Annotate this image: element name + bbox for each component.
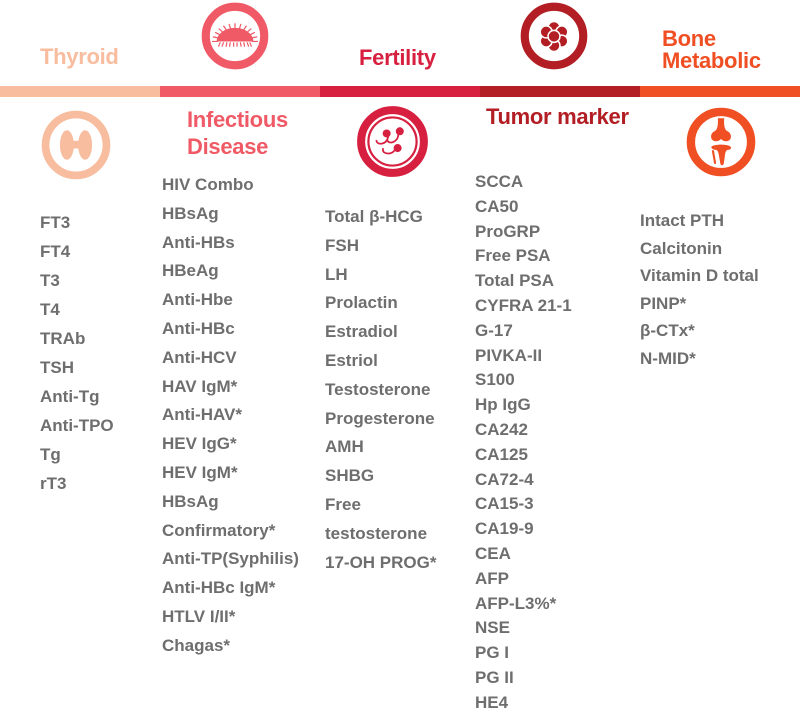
bone-metabolic-test-list: Intact PTH Calcitonin Vitamin D total PINP*… bbox=[640, 207, 759, 372]
test-item: PIVKA-II bbox=[475, 345, 543, 365]
test-item: LH bbox=[325, 264, 348, 284]
test-item: HTLV I/II* bbox=[162, 606, 236, 626]
test-item: CA72-4 bbox=[475, 469, 534, 489]
test-item: Confirmatory* bbox=[162, 520, 276, 540]
test-item: Intact PTH bbox=[640, 211, 725, 230]
test-item: Anti-HAV* bbox=[162, 405, 242, 425]
test-item: Anti-HBc IgM* bbox=[162, 578, 276, 598]
thyroid-gland-icon bbox=[41, 110, 111, 180]
bar-segment-bone bbox=[640, 86, 800, 97]
fertility-test-list: Total β-HCG FSH LH Prolactin Estradiol Estrio… bbox=[325, 203, 436, 577]
test-item: FT4 bbox=[40, 242, 71, 261]
test-item: Chagas* bbox=[162, 635, 231, 655]
test-item: CA50 bbox=[475, 196, 519, 216]
test-item: SCCA bbox=[475, 172, 524, 191]
test-item: PINP* bbox=[640, 293, 687, 313]
bar-segment-fertility bbox=[320, 86, 480, 97]
tumor-marker-title: Tumor marker bbox=[486, 104, 629, 129]
test-item: CYFRA 21-1 bbox=[475, 295, 572, 315]
test-item: ProGRP bbox=[475, 221, 541, 241]
test-item: Calcitonin bbox=[640, 238, 723, 258]
test-item: PG I bbox=[475, 643, 510, 663]
bar-segment-thyroid bbox=[0, 86, 160, 97]
test-item: Anti-HBc bbox=[162, 318, 235, 338]
bar-segment-tumor bbox=[480, 86, 640, 97]
test-item: HBeAg bbox=[162, 261, 219, 281]
test-item: Progesterone bbox=[325, 408, 435, 428]
test-item: S100 bbox=[475, 370, 515, 390]
test-item: Testosterone bbox=[325, 379, 431, 399]
test-item: HBsAg bbox=[162, 491, 219, 511]
test-item: β-CTx* bbox=[640, 321, 695, 340]
test-item: Estradiol bbox=[325, 322, 398, 342]
test-item: Estriol bbox=[325, 350, 378, 370]
thyroid-title: Thyroid bbox=[40, 44, 119, 69]
test-item: Tg bbox=[40, 445, 61, 464]
test-item: Prolactin bbox=[325, 293, 398, 313]
sperm-cells-icon bbox=[356, 105, 429, 178]
bone-joint-icon bbox=[686, 107, 756, 177]
infectious-disease-title: Infectious Disease bbox=[187, 107, 288, 159]
category-gradient-bar bbox=[0, 86, 800, 97]
test-item: testosterone bbox=[325, 523, 428, 543]
test-item: Anti-Hbe bbox=[162, 290, 233, 310]
test-item: Total β-HCG bbox=[325, 207, 423, 226]
test-item: Total PSA bbox=[475, 271, 555, 291]
test-item: rT3 bbox=[40, 474, 67, 493]
bar-segment-infectious bbox=[160, 86, 320, 97]
test-item: NSE bbox=[475, 618, 510, 638]
bacterium-icon bbox=[201, 2, 269, 70]
test-item: AFP bbox=[475, 568, 509, 588]
test-item: HEV IgM* bbox=[162, 462, 238, 482]
test-item: TRAb bbox=[40, 329, 86, 348]
test-item: HEV IgG* bbox=[162, 434, 237, 454]
tumor-marker-test-list: SCCA CA50 ProGRP Free PSA Total PSA CYFRA 21-… bbox=[475, 170, 572, 716]
test-item: Hp IgG bbox=[475, 395, 531, 415]
test-item: Anti-HCV bbox=[162, 347, 237, 367]
test-item: FSH bbox=[325, 235, 359, 255]
fertility-title: Fertility bbox=[359, 45, 436, 70]
test-item: Vitamin D total bbox=[640, 266, 759, 285]
test-item: TSH bbox=[40, 358, 74, 377]
test-item: CA242 bbox=[475, 419, 528, 439]
test-item: Anti-Tg bbox=[40, 387, 100, 406]
test-item: CA19-9 bbox=[475, 519, 534, 539]
test-item: SHBG bbox=[325, 466, 375, 486]
test-item: Free bbox=[325, 494, 361, 514]
test-item: HBsAg bbox=[162, 203, 219, 223]
test-item: HAV IgM* bbox=[162, 376, 238, 396]
tumor-cell-cluster-icon bbox=[520, 2, 588, 70]
test-item: CA15-3 bbox=[475, 494, 534, 514]
infectious-disease-test-list: HIV Combo HBsAg Anti-HBs HBeAg Anti-Hbe Anti-… bbox=[162, 171, 299, 661]
test-item: G-17 bbox=[475, 320, 513, 340]
test-item: Anti-TP(Syphilis) bbox=[162, 549, 299, 569]
test-item: Anti-HBs bbox=[162, 232, 235, 252]
test-item: AFP-L3%* bbox=[475, 593, 557, 613]
test-item: Free PSA bbox=[475, 246, 551, 266]
test-item: T4 bbox=[40, 300, 60, 319]
test-item: HIV Combo bbox=[162, 175, 254, 194]
test-item: HE4 bbox=[475, 692, 509, 712]
test-item: N-MID* bbox=[640, 348, 696, 368]
bone-metabolic-title: Bone Metabolic bbox=[662, 26, 761, 73]
test-item: CEA bbox=[475, 543, 511, 563]
thyroid-test-list: FT3 FT4 T3 T4 TRAb TSH Anti-Tg Anti-TPO Tg rT3 bbox=[40, 208, 114, 498]
test-item: CA125 bbox=[475, 444, 528, 464]
test-item: AMH bbox=[325, 437, 364, 457]
test-item: Anti-TPO bbox=[40, 416, 114, 435]
test-item: T3 bbox=[40, 271, 60, 290]
test-item: 17-OH PROG* bbox=[325, 552, 437, 572]
test-item: FT3 bbox=[40, 213, 71, 232]
test-item: PG II bbox=[475, 667, 514, 687]
